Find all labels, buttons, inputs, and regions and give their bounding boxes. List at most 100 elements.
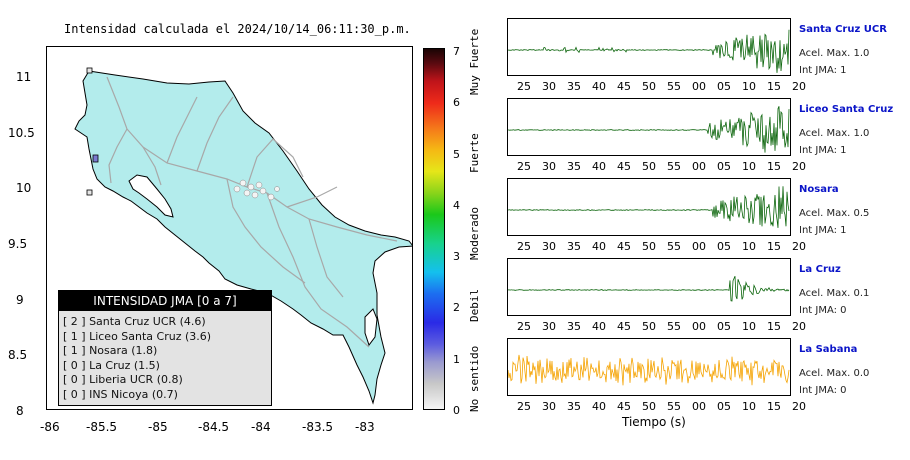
colorbar-word: Moderado: [468, 207, 481, 260]
time-tick: 10: [742, 320, 756, 333]
time-tick: 10: [742, 80, 756, 93]
time-tick: 40: [592, 80, 606, 93]
waveform-panel[interactable]: [507, 178, 791, 236]
time-tick: 30: [542, 80, 556, 93]
waveform-trace: [508, 106, 790, 153]
legend-item: [ 0 ] Liberia UCR (0.8): [63, 373, 183, 386]
station-name[interactable]: La Cruz: [799, 264, 841, 275]
station-name[interactable]: La Sabana: [799, 344, 858, 355]
map-x-tick: -84.5: [198, 420, 230, 434]
station-jma: Int JMA: 1: [799, 145, 847, 156]
map-x-tick: -83: [355, 420, 375, 434]
legend-list: [ 2 ] Santa Cruz UCR (4.6) [ 1 ] Liceo S…: [63, 315, 211, 402]
time-tick: 50: [642, 320, 656, 333]
time-tick: 55: [667, 160, 681, 173]
waveform-panel[interactable]: [507, 98, 791, 156]
waveform-line: [508, 106, 790, 153]
time-tick: 05: [717, 240, 731, 253]
colorbar-tick: 0: [453, 404, 460, 417]
time-tick: 20: [792, 240, 806, 253]
map-x-tick: -84: [251, 420, 271, 434]
station-jma: Int JMA: 1: [799, 225, 847, 236]
road-network: [106, 76, 398, 348]
colorbar-tick: 6: [453, 96, 460, 110]
intensity-legend: INTENSIDAD JMA [0 a 7] [ 2 ] Santa Cruz …: [58, 290, 272, 406]
time-tick: 25: [517, 320, 531, 333]
waveform-panel[interactable]: [507, 338, 791, 396]
station-accel: Acel. Max. 0.1: [799, 288, 870, 299]
time-tick: 35: [567, 80, 581, 93]
station-name[interactable]: Santa Cruz UCR: [799, 24, 887, 35]
station-marker-nosara[interactable]: [86, 189, 93, 196]
legend-item: [ 0 ] La Cruz (1.5): [63, 358, 160, 372]
station-accel: Acel. Max. 1.0: [799, 48, 870, 59]
time-tick: 30: [542, 320, 556, 333]
time-tick: 35: [567, 160, 581, 173]
station-accel: Acel. Max. 0.5: [799, 208, 870, 219]
time-tick: 20: [792, 400, 806, 413]
waveform-line: [508, 354, 790, 386]
time-axis-ticks: 25 30 35 40 45 50 55 00 05 10 15 20: [507, 400, 806, 414]
legend-item: [ 0 ] INS Nicoya (0.7): [63, 387, 178, 401]
costa-rica-land: [74, 70, 412, 405]
time-tick: 05: [717, 320, 731, 333]
time-tick: 00: [692, 240, 706, 253]
time-tick: 55: [667, 80, 681, 93]
time-tick: 10: [742, 240, 756, 253]
gulf-of-nicoya: [128, 174, 174, 218]
time-tick: 15: [767, 240, 781, 253]
station-marker-santa-cruz[interactable]: [92, 154, 99, 163]
waveform-panel[interactable]: [507, 18, 791, 76]
colorbar-word: Debil: [468, 288, 481, 322]
time-tick: 40: [592, 400, 606, 413]
legend-item: [ 1 ] Liceo Santa Cruz (3.6): [63, 329, 212, 343]
golfo-dulce: [364, 308, 378, 347]
map-y-tick: 11: [16, 70, 32, 84]
time-tick: 00: [692, 320, 706, 333]
time-tick: 35: [567, 240, 581, 253]
map-x-tick: -86: [40, 420, 60, 434]
time-tick: 05: [717, 160, 731, 173]
time-tick: 55: [667, 320, 681, 333]
time-tick: 40: [592, 240, 606, 253]
time-tick: 30: [542, 160, 556, 173]
station-name[interactable]: Liceo Santa Cruz: [799, 104, 894, 115]
time-tick: 00: [692, 160, 706, 173]
time-tick: 20: [792, 160, 806, 173]
waveform-trace: [508, 275, 790, 302]
colorbar-tick: 4: [453, 198, 460, 212]
legend-title: INTENSIDAD JMA [0 a 7]: [59, 291, 271, 311]
colorbar-tick: 1: [453, 352, 460, 366]
waveform-line: [508, 186, 790, 228]
waveform-trace: [508, 29, 790, 73]
time-tick: 50: [642, 160, 656, 173]
map-x-tick: -83.5: [302, 420, 334, 434]
time-tick: 15: [767, 400, 781, 413]
time-tick: 05: [717, 400, 731, 413]
waveform-panel[interactable]: [507, 258, 791, 316]
time-tick: 40: [592, 160, 606, 173]
time-tick: 45: [617, 240, 631, 253]
time-tick: 20: [792, 320, 806, 333]
map-x-tick: -85.5: [86, 420, 118, 434]
time-axis-ticks: 25 30 35 40 45 50 55 00 05 10 15 20: [507, 240, 806, 254]
station-marker-la-cruz[interactable]: [86, 67, 93, 74]
time-axis-ticks: 25 30 35 40 45 50 55 00 05 10 15 20: [507, 160, 806, 174]
time-tick: 00: [692, 400, 706, 413]
time-tick: 20: [792, 80, 806, 93]
time-tick: 00: [692, 80, 706, 93]
time-tick: 55: [667, 240, 681, 253]
legend-item: [ 1 ] Nosara (1.8): [63, 344, 158, 357]
station-name[interactable]: Nosara: [799, 184, 839, 195]
station-jma: Int JMA: 0: [799, 305, 847, 316]
time-tick: 25: [517, 80, 531, 93]
time-tick: 45: [617, 320, 631, 333]
map-y-tick: 8.5: [8, 348, 28, 362]
time-tick: 45: [617, 400, 631, 413]
time-tick: 05: [717, 80, 731, 93]
time-tick: 25: [517, 160, 531, 173]
city-cluster: [233, 179, 280, 201]
colorbar-tick: 2: [453, 301, 460, 315]
waveform-line: [508, 275, 790, 302]
map-y-tick: 10: [16, 181, 32, 195]
